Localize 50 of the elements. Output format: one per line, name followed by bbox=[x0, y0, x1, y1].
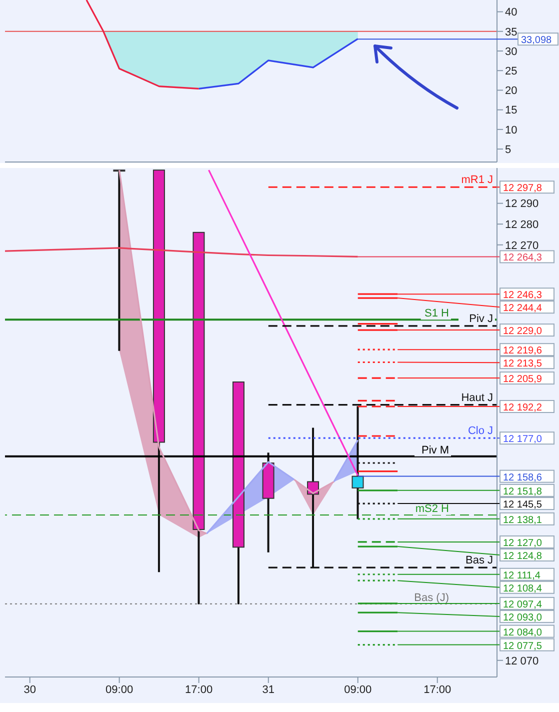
data-label: 12 151,8 bbox=[503, 486, 542, 498]
x-tick-label: 31 bbox=[262, 684, 275, 696]
series-label: Piv J bbox=[469, 312, 493, 325]
x-tick-label: 30 bbox=[24, 684, 36, 696]
y-tick-label: 25 bbox=[505, 66, 518, 78]
x-tick-label: 09:00 bbox=[344, 684, 372, 696]
data-label: 12 093,0 bbox=[503, 612, 542, 624]
series-label: Bas J bbox=[465, 554, 493, 567]
y-tick-label: 20 bbox=[505, 85, 518, 98]
y-tick-label: 40 bbox=[505, 6, 518, 19]
data-label: 12 108,4 bbox=[503, 583, 542, 594]
y-tick-label: 30 bbox=[505, 46, 518, 58]
ref-line-label: mS2 H bbox=[415, 502, 450, 515]
data-label: 12 111,4 bbox=[503, 570, 541, 582]
ref-line-label: Bas (J) bbox=[414, 592, 449, 604]
data-label: 12 244,4 bbox=[503, 303, 542, 314]
data-label: 12 264,3 bbox=[503, 252, 542, 264]
x-tick-label: 09:00 bbox=[106, 684, 134, 696]
data-label: 12 219,6 bbox=[503, 346, 542, 357]
data-label: 12 246,3 bbox=[503, 290, 542, 302]
data-label: 12 297,8 bbox=[503, 183, 542, 194]
series-label: Haut J bbox=[461, 392, 493, 404]
data-label: 12 124,8 bbox=[503, 550, 542, 562]
annotation: 33,098 bbox=[521, 35, 552, 46]
data-label: 12 205,9 bbox=[503, 374, 542, 386]
y-tick-label: 10 bbox=[505, 124, 518, 136]
data-label: 12 229,0 bbox=[503, 326, 542, 338]
data-label: 12 145,5 bbox=[503, 500, 542, 511]
data-label: 12 213,5 bbox=[503, 358, 542, 370]
series-label: Clo J bbox=[468, 425, 493, 438]
data-label: 12 127,0 bbox=[503, 538, 542, 549]
data-label: 12 192,2 bbox=[503, 402, 542, 414]
data-label: 12 077,5 bbox=[503, 640, 542, 652]
series-label: mR1 J bbox=[461, 174, 493, 186]
y-tick-label: 5 bbox=[505, 144, 512, 156]
ref-line-label: Piv M bbox=[422, 444, 449, 456]
y-tick-label: 12 070 bbox=[505, 655, 539, 668]
x-tick-label: 17:00 bbox=[424, 684, 452, 696]
y-tick-label: 35 bbox=[505, 26, 518, 38]
y-tick-label: 15 bbox=[505, 104, 518, 117]
data-label: 12 138,1 bbox=[503, 514, 542, 526]
annotation: 12 158,6 bbox=[503, 472, 542, 484]
data-label: 12 084,0 bbox=[503, 627, 542, 638]
y-tick-label: 12 270 bbox=[505, 240, 539, 252]
x-tick-label: 17:00 bbox=[185, 684, 213, 696]
y-tick-label: 12 280 bbox=[505, 219, 539, 231]
data-label: 12 177,0 bbox=[503, 434, 542, 446]
ref-line-label: S1 H bbox=[424, 308, 450, 320]
data-label: 12 097,4 bbox=[503, 599, 542, 610]
y-tick-label: 12 290 bbox=[505, 198, 539, 210]
